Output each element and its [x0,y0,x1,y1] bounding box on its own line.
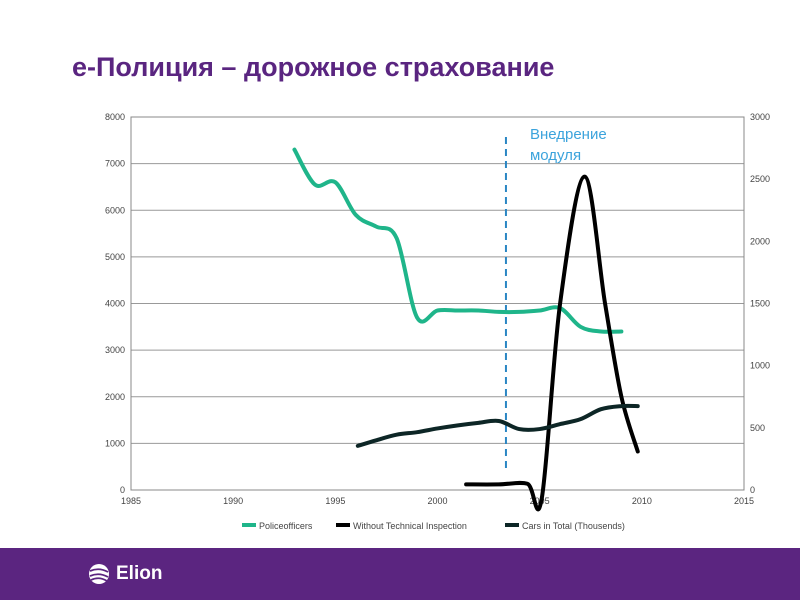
series-line-cars-in-total-thousends- [355,403,640,448]
y-tick-right: 2000 [750,236,770,246]
x-tick: 2015 [734,496,754,506]
y-tick-left: 1000 [105,438,125,448]
y-tick-right: 0 [750,485,755,495]
slide-title: e-Полиция – дорожное страхование [72,52,555,82]
y-tick-left: 0 [120,485,125,495]
line-chart: 0 1000 2000 3000 4000 5000 6000 7000 8000 0 500 100… [105,112,770,531]
y-tick-left: 8000 [105,112,125,122]
x-tick: 2000 [427,496,447,506]
annotation-line1: Внедрение [530,126,607,143]
x-tick: 2010 [632,496,652,506]
x-tick: 1985 [121,496,141,506]
legend-swatch [242,523,256,527]
elion-logo: Elion [88,563,162,585]
x-tick: 1995 [325,496,345,506]
y-tick-left: 7000 [105,159,125,169]
y-tick-left: 6000 [105,205,125,215]
y-tick-left: 2000 [105,392,125,402]
logo-text: Elion [116,563,163,584]
y-tick-left: 4000 [105,299,125,309]
legend-label: Policeofficers [259,521,313,531]
y-tick-right: 1000 [750,361,770,371]
elion-globe-icon [89,564,109,584]
y-tick-right: 500 [750,423,765,433]
legend-swatch [505,523,519,527]
footer-bar [0,548,800,600]
series-line-policeofficers [292,147,624,334]
y-tick-right: 1500 [750,299,770,309]
annotation-line2: модуля [530,147,581,164]
legend-label: Cars in Total (Thousends) [522,521,625,531]
legend-swatch [336,523,350,527]
series-line-without-technical-inspection [464,174,640,512]
legend-label: Without Technical Inspection [353,521,467,531]
x-tick: 1990 [223,496,243,506]
y-tick-left: 3000 [105,345,125,355]
y-tick-right: 2500 [750,174,770,184]
y-tick-right: 3000 [750,112,770,122]
plot-border [130,116,745,491]
y-tick-left: 5000 [105,252,125,262]
